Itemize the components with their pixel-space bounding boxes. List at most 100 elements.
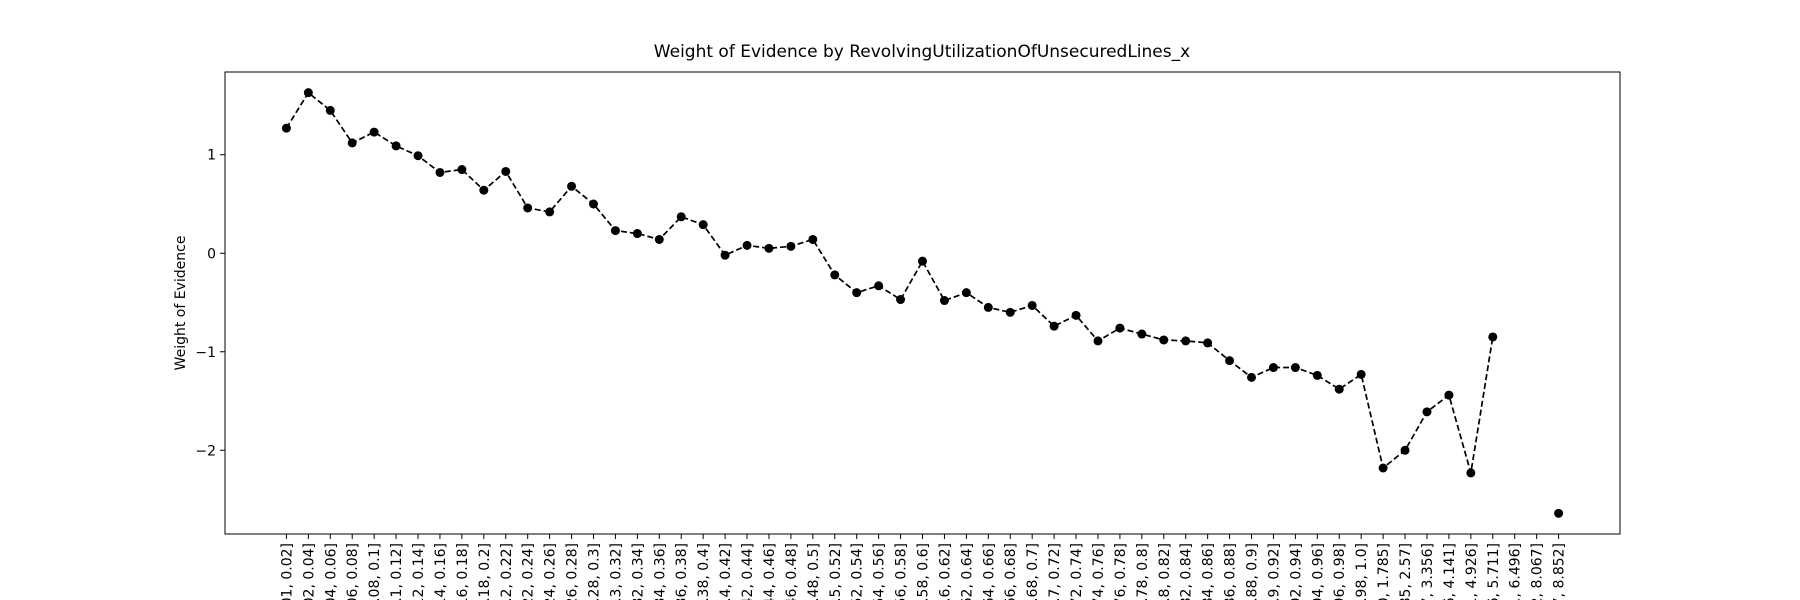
- data-point: [1422, 407, 1432, 417]
- data-point: [1466, 468, 1476, 478]
- data-point: [1290, 363, 1300, 373]
- x-tick-label: (0.82, 0.84]: [1179, 543, 1195, 600]
- data-point: [1312, 370, 1322, 380]
- x-tick-label: (0.48, 0.5]: [806, 543, 822, 600]
- x-tick-label: (3.356, 4.141]: [1442, 543, 1458, 600]
- data-point: [457, 165, 467, 175]
- x-tick-label: (0.68, 0.7]: [1025, 543, 1041, 600]
- x-tick-label: (0.66, 0.68]: [1003, 543, 1019, 600]
- data-point: [632, 229, 642, 239]
- x-tick-label: (0.7, 0.72]: [1047, 543, 1063, 600]
- chart-title: Weight of Evidence by RevolvingUtilizati…: [654, 42, 1190, 62]
- y-axis-label: Weight of Evidence: [173, 236, 189, 371]
- data-point: [1225, 356, 1235, 366]
- data-point: [918, 256, 927, 266]
- x-tick-label: (0.22, 0.24]: [521, 543, 537, 600]
- data-point: [567, 181, 577, 191]
- x-tick-label: (0.16, 0.18]: [455, 543, 471, 600]
- data-point: [391, 141, 401, 151]
- data-point: [764, 243, 774, 253]
- x-tick-label: (0.96, 0.98]: [1332, 543, 1348, 600]
- data-point: [347, 138, 357, 148]
- x-tick-label: (0.5, 0.52]: [828, 543, 844, 600]
- x-tick-label: (0.88, 0.9]: [1245, 543, 1261, 600]
- x-tick-label: (8.067, 8.852]: [1552, 543, 1568, 600]
- data-point: [325, 105, 335, 115]
- data-point: [1027, 300, 1037, 310]
- x-tick-label: (0.78, 0.8]: [1135, 543, 1151, 600]
- data-point: [874, 281, 884, 291]
- x-tick-label: (0.84, 0.86]: [1201, 543, 1217, 600]
- x-tick-label: (0.64, 0.66]: [981, 543, 997, 600]
- x-tick-label: (0.24, 0.26]: [543, 543, 559, 600]
- y-tick-label: 0: [207, 246, 216, 262]
- x-tick-label: (-0.001, 0.02]: [279, 543, 295, 600]
- x-tick-label: (0.18, 0.2]: [477, 543, 493, 600]
- data-point: [1049, 321, 1059, 331]
- data-point: [786, 241, 796, 251]
- x-tick-label: (0.38, 0.4]: [696, 543, 712, 600]
- x-tick-label: (0.1, 0.12]: [389, 543, 405, 600]
- x-tick-label: (1.0, 1.785]: [1376, 543, 1392, 600]
- data-point: [1356, 369, 1366, 379]
- x-tick-label: (0.28, 0.3]: [586, 543, 602, 600]
- x-tick-label: (0.58, 0.6]: [916, 543, 932, 600]
- x-tick-label: (0.9, 0.92]: [1266, 543, 1282, 600]
- x-tick-label: (0.36, 0.38]: [674, 543, 690, 600]
- data-point: [1203, 338, 1213, 348]
- data-point: [1554, 508, 1564, 518]
- x-tick-label: (0.8, 0.82]: [1157, 543, 1173, 600]
- x-tick-label: (7.282, 8.067]: [1530, 543, 1546, 600]
- x-tick-label: (0.6, 0.62]: [937, 543, 953, 600]
- data-point: [1093, 336, 1103, 346]
- x-tick-label: (0.92, 0.94]: [1288, 543, 1304, 600]
- data-point: [369, 127, 379, 137]
- x-tick-label: (0.02, 0.04]: [301, 543, 317, 600]
- x-tick-label: (0.14, 0.16]: [433, 543, 449, 600]
- data-point: [896, 295, 906, 305]
- data-point: [961, 288, 971, 298]
- x-tick-label: (0.46, 0.48]: [784, 543, 800, 600]
- data-point: [1488, 332, 1498, 342]
- x-tick-label: (0.52, 0.54]: [850, 543, 866, 600]
- data-point: [479, 185, 489, 195]
- data-point: [939, 296, 949, 306]
- y-tick-label: −1: [195, 345, 216, 361]
- data-point: [1159, 335, 1169, 345]
- data-point: [1400, 445, 1410, 455]
- data-point: [852, 288, 862, 298]
- data-point: [983, 302, 993, 312]
- x-tick-label: (0.98, 1.0]: [1354, 543, 1370, 600]
- data-point: [610, 226, 620, 236]
- x-tick-label: (0.2, 0.22]: [499, 543, 515, 600]
- data-point: [698, 220, 708, 230]
- data-point: [523, 203, 533, 213]
- data-point: [676, 212, 686, 222]
- y-tick-label: −2: [195, 443, 216, 459]
- x-tick-label: (0.06, 0.08]: [345, 543, 361, 600]
- x-tick-label: (0.72, 0.74]: [1069, 543, 1085, 600]
- x-tick-label: (0.56, 0.58]: [894, 543, 910, 600]
- data-point: [501, 166, 511, 176]
- x-tick-label: (0.44, 0.46]: [762, 543, 778, 600]
- data-point: [1247, 372, 1257, 382]
- x-tick-label: (0.42, 0.44]: [740, 543, 756, 600]
- x-tick-label: (0.12, 0.14]: [411, 543, 427, 600]
- data-point: [654, 234, 664, 244]
- x-tick-label: (5.711, 6.496]: [1508, 543, 1524, 600]
- data-point: [303, 88, 313, 98]
- data-point: [1444, 390, 1454, 400]
- data-point: [588, 199, 598, 209]
- data-point: [435, 167, 445, 177]
- x-tick-label: (0.08, 0.1]: [367, 543, 383, 600]
- x-tick-label: (0.34, 0.36]: [652, 543, 668, 600]
- data-point: [1334, 384, 1344, 394]
- x-tick-label: (0.86, 0.88]: [1223, 543, 1239, 600]
- data-point: [1378, 463, 1388, 473]
- data-point: [1005, 307, 1015, 317]
- data-point: [413, 151, 423, 161]
- data-point: [808, 234, 818, 244]
- x-tick-label: (0.26, 0.28]: [565, 543, 581, 600]
